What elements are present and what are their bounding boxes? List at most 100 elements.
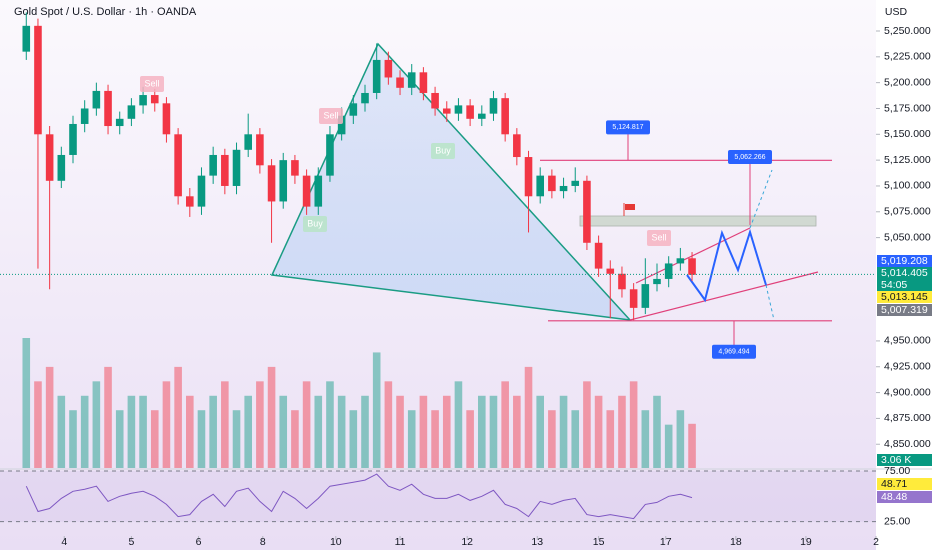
volume-bar bbox=[501, 381, 509, 468]
candle-body bbox=[548, 175, 556, 192]
signal-box bbox=[319, 108, 343, 124]
y-tick-label: 5,250.000 bbox=[884, 25, 931, 37]
candle-body bbox=[244, 134, 252, 150]
candle-body bbox=[221, 154, 229, 186]
volume-bar bbox=[536, 395, 544, 468]
volume-bar bbox=[279, 395, 288, 468]
volume-bar bbox=[583, 381, 591, 468]
candle-body bbox=[454, 105, 463, 114]
volume-bar bbox=[326, 381, 334, 468]
currency-label: USD bbox=[885, 6, 908, 18]
candle-body bbox=[92, 90, 101, 109]
x-tick-label: 13 bbox=[531, 536, 543, 548]
volume-bar bbox=[571, 410, 580, 468]
price-tag bbox=[877, 304, 932, 316]
y-tick-label: 4,875.000 bbox=[884, 412, 931, 424]
candle-body bbox=[139, 95, 147, 106]
volume-bar bbox=[524, 366, 533, 468]
volume-bar bbox=[372, 352, 381, 468]
volume-bar bbox=[45, 366, 54, 468]
rsi-tick-label: 75.00 bbox=[884, 465, 910, 477]
candle-body bbox=[150, 95, 159, 104]
candle-body bbox=[384, 59, 393, 78]
volume-bar bbox=[676, 410, 685, 468]
candle-body bbox=[583, 180, 591, 243]
volume-bar bbox=[337, 395, 346, 468]
volume-bar bbox=[361, 395, 369, 468]
volume-bar bbox=[489, 395, 498, 468]
x-tick-label: 18 bbox=[730, 536, 742, 548]
candle-body bbox=[372, 59, 381, 93]
volume-bar bbox=[127, 395, 136, 468]
candle-body bbox=[606, 268, 615, 274]
signal-box bbox=[303, 216, 327, 232]
candle-body bbox=[45, 134, 54, 181]
candle-body bbox=[571, 180, 580, 186]
rsi-line bbox=[25, 473, 693, 520]
y-tick-label: 5,050.000 bbox=[884, 231, 931, 243]
x-tick-label: 2 bbox=[873, 536, 879, 548]
candle-body bbox=[618, 273, 626, 290]
volume-bar bbox=[396, 395, 404, 468]
candle-body bbox=[676, 258, 685, 264]
candle-body bbox=[302, 175, 311, 207]
signal-label: Buy bbox=[307, 218, 323, 228]
volume-bar bbox=[115, 410, 124, 468]
candle-body bbox=[256, 134, 264, 166]
candle-body bbox=[653, 278, 661, 285]
x-tick-label: 19 bbox=[800, 536, 812, 548]
volume-bar bbox=[244, 395, 252, 468]
volume-bar bbox=[478, 395, 486, 468]
candle-body bbox=[536, 175, 544, 197]
volume-bar bbox=[291, 410, 299, 468]
volume-bar bbox=[641, 410, 650, 468]
channel-line bbox=[629, 271, 819, 321]
y-tick-label: 4,925.000 bbox=[884, 361, 931, 373]
candle-body bbox=[466, 105, 474, 119]
x-tick-label: 12 bbox=[461, 536, 473, 548]
volume-bar bbox=[513, 395, 521, 468]
volume-bar bbox=[548, 410, 556, 468]
volume-bar bbox=[349, 410, 358, 468]
signal-label: Sell bbox=[144, 78, 159, 88]
candle-body bbox=[431, 92, 439, 109]
candle-body bbox=[407, 72, 416, 88]
rsi-tag bbox=[877, 478, 932, 490]
price-tag-label: 5,007.319 bbox=[881, 304, 928, 316]
candle-body bbox=[314, 175, 323, 207]
candle-body bbox=[664, 263, 673, 279]
countdown-label: 54:05 bbox=[881, 279, 907, 291]
channel-line bbox=[635, 227, 751, 284]
volume-bar bbox=[618, 395, 626, 468]
annotation-box bbox=[606, 120, 650, 135]
volume-bar bbox=[162, 381, 171, 468]
candle-body bbox=[349, 103, 358, 116]
x-tick-label: 8 bbox=[260, 536, 266, 548]
volume-bar bbox=[209, 395, 217, 468]
candle-body bbox=[22, 25, 31, 52]
candle-body bbox=[291, 160, 299, 176]
y-tick-label: 5,175.000 bbox=[884, 102, 931, 114]
y-tick-label: 5,075.000 bbox=[884, 206, 931, 218]
volume-bar bbox=[221, 381, 229, 468]
candle-body bbox=[419, 72, 428, 93]
volume-bar bbox=[150, 410, 159, 468]
price-tag bbox=[877, 291, 932, 303]
volume-bar bbox=[384, 381, 393, 468]
signal-label: Sell bbox=[651, 232, 666, 242]
volume-bar bbox=[466, 410, 474, 468]
signal-box bbox=[647, 230, 671, 246]
candle-body bbox=[34, 25, 42, 135]
signal-box bbox=[431, 143, 455, 159]
x-tick-label: 17 bbox=[660, 536, 672, 548]
y-tick-label: 4,950.000 bbox=[884, 335, 931, 347]
candle-body bbox=[559, 185, 568, 192]
volume-bar bbox=[267, 366, 276, 468]
candle-body bbox=[501, 98, 509, 135]
candle-body bbox=[80, 108, 89, 124]
zone bbox=[579, 215, 817, 227]
flag bbox=[625, 204, 635, 210]
annotation-label: 5,124.817 bbox=[612, 124, 643, 131]
volume-bar bbox=[197, 410, 206, 468]
